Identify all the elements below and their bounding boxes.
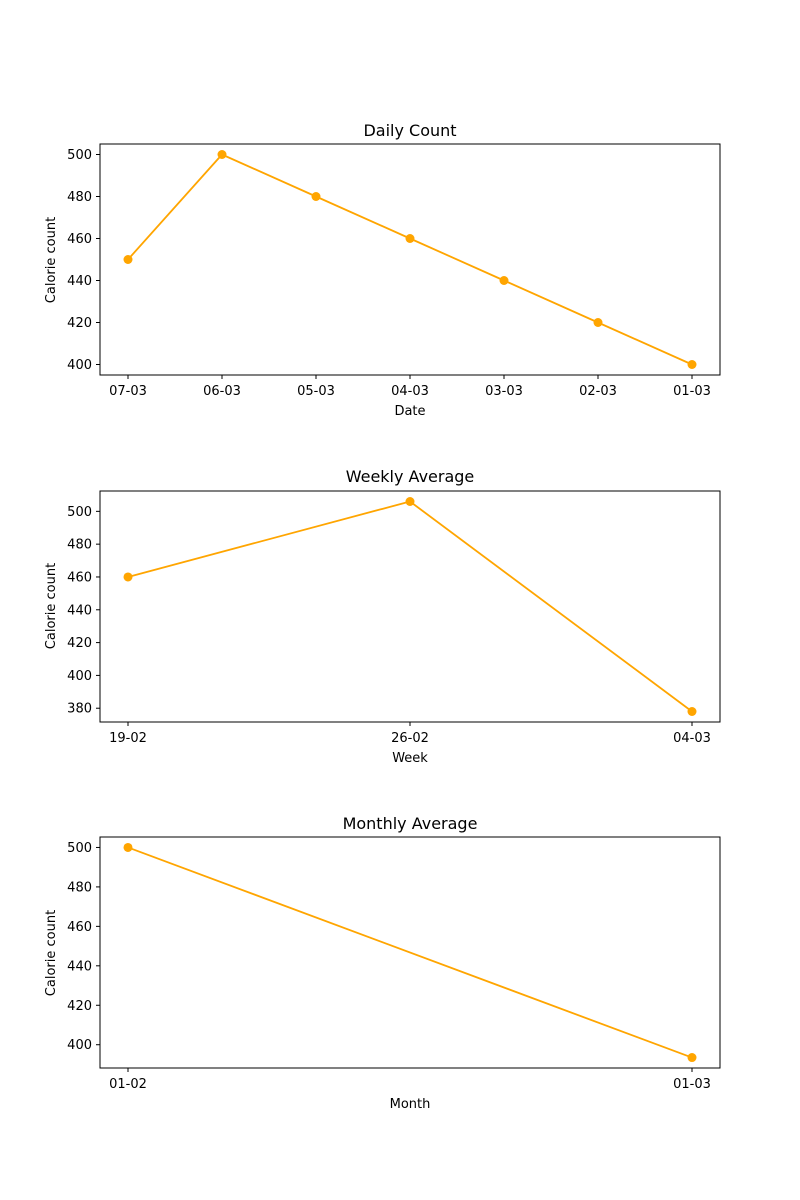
- data-point: [687, 707, 697, 716]
- y-tick-label: 380: [67, 702, 92, 717]
- series-line: [127, 153, 693, 366]
- x-tick-label: 26-02: [391, 731, 429, 746]
- y-axis-label: Calorie count: [44, 563, 59, 649]
- y-tick-label: 400: [67, 1038, 92, 1053]
- x-tick-label: 01-03: [673, 384, 711, 399]
- x-tick-label: 01-02: [109, 1077, 147, 1092]
- series-line: [127, 846, 693, 1059]
- y-tick-label: 480: [67, 538, 92, 553]
- chart-title: Daily Count: [363, 121, 456, 140]
- plot-area: [99, 490, 721, 723]
- y-tick-label: 460: [67, 920, 92, 935]
- x-tick-label: 03-03: [485, 384, 523, 399]
- x-axis-label: Date: [394, 404, 425, 419]
- x-tick-label: 07-03: [109, 384, 147, 399]
- chart-title: Monthly Average: [343, 814, 478, 833]
- y-tick-label: 480: [67, 880, 92, 895]
- plot-area: [99, 836, 721, 1069]
- data-point: [311, 192, 321, 201]
- y-tick-label: 400: [67, 669, 92, 684]
- plot-area: [99, 143, 721, 376]
- y-tick-label: 400: [67, 358, 92, 373]
- data-point: [217, 150, 227, 159]
- y-tick-label: 460: [67, 232, 92, 247]
- x-tick-label: 05-03: [297, 384, 335, 399]
- x-tick-label: 19-02: [109, 731, 147, 746]
- y-tick-label: 440: [67, 274, 92, 289]
- chart-weekly-average: Weekly Average Week Calorie count 380 400…: [44, 467, 721, 766]
- y-tick-label: 440: [67, 603, 92, 618]
- y-axis-label: Calorie count: [44, 217, 59, 303]
- y-tick-label: 420: [67, 316, 92, 331]
- data-point: [123, 255, 133, 264]
- x-tick-label: 04-03: [673, 731, 711, 746]
- data-point: [499, 276, 509, 285]
- y-tick-label: 420: [67, 999, 92, 1014]
- chart-monthly-average: Monthly Average Month Calorie count 400 4…: [44, 814, 721, 1112]
- chart-title: Weekly Average: [346, 467, 475, 486]
- y-tick-label: 500: [67, 148, 92, 163]
- y-tick-label: 480: [67, 190, 92, 205]
- x-tick-label: 02-03: [579, 384, 617, 399]
- data-point: [123, 842, 133, 852]
- chart-daily-count: Daily Count Date Calorie count 400 420 440…: [44, 121, 721, 419]
- y-tick-label: 420: [67, 636, 92, 651]
- data-point: [405, 234, 415, 243]
- data-point: [687, 360, 697, 369]
- y-tick-label: 500: [67, 841, 92, 856]
- data-point: [123, 572, 133, 582]
- y-tick-label: 460: [67, 570, 92, 585]
- x-axis-label: Month: [390, 1097, 431, 1112]
- x-tick-label: 06-03: [203, 384, 241, 399]
- y-tick-label: 500: [67, 505, 92, 520]
- x-tick-label: 04-03: [391, 384, 429, 399]
- x-axis-label: Week: [392, 751, 428, 766]
- data-point: [593, 318, 603, 327]
- x-tick-label: 01-03: [673, 1077, 711, 1092]
- y-axis-label: Calorie count: [44, 910, 59, 996]
- data-point: [405, 497, 415, 506]
- y-tick-label: 440: [67, 959, 92, 974]
- series-line: [127, 500, 693, 713]
- data-point: [687, 1053, 697, 1063]
